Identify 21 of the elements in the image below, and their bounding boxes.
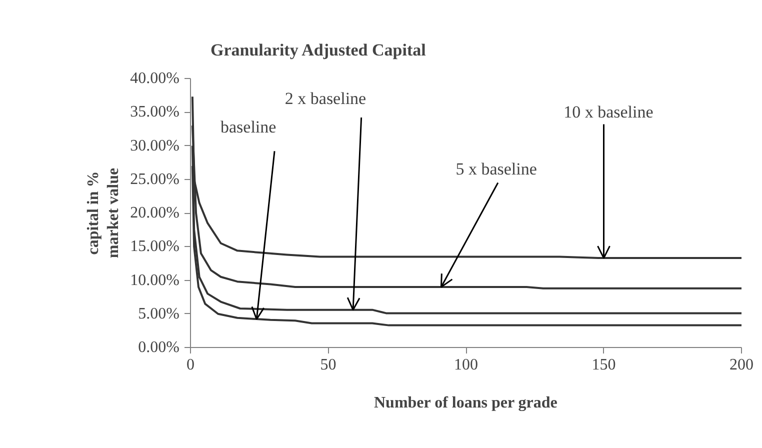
x-tick-label: 150 bbox=[592, 356, 616, 374]
y-tick-label: 10.00% bbox=[130, 272, 180, 289]
x-tick-label: 50 bbox=[320, 356, 336, 374]
x-tick-label: 200 bbox=[730, 356, 754, 374]
y-tick-label: 0.00% bbox=[138, 339, 180, 356]
y-tick-label: 5.00% bbox=[138, 305, 180, 322]
y-tick-label: 35.00% bbox=[130, 104, 180, 121]
annotation: 5 x baseline bbox=[456, 160, 537, 179]
y-tick-label: 25.00% bbox=[130, 170, 180, 188]
y-tick-label: 40.00% bbox=[130, 70, 180, 87]
y-tick-label: 20.00% bbox=[130, 204, 180, 222]
annotation: 2 x baseline bbox=[284, 89, 366, 108]
x-tick-label: 100 bbox=[454, 356, 478, 374]
chart-title: Granularity Adjusted Capital bbox=[210, 40, 426, 60]
x-axis-title: Number of loans per grade bbox=[374, 394, 558, 412]
y-tick-label: 30.00% bbox=[130, 137, 180, 154]
y-axis-title: capital in % market value bbox=[84, 168, 122, 258]
x-tick-label: 0 bbox=[186, 356, 194, 374]
annotation: 10 x baseline bbox=[564, 102, 654, 122]
annotation: baseline bbox=[220, 117, 276, 136]
y-tick-label: 15.00% bbox=[130, 238, 180, 256]
